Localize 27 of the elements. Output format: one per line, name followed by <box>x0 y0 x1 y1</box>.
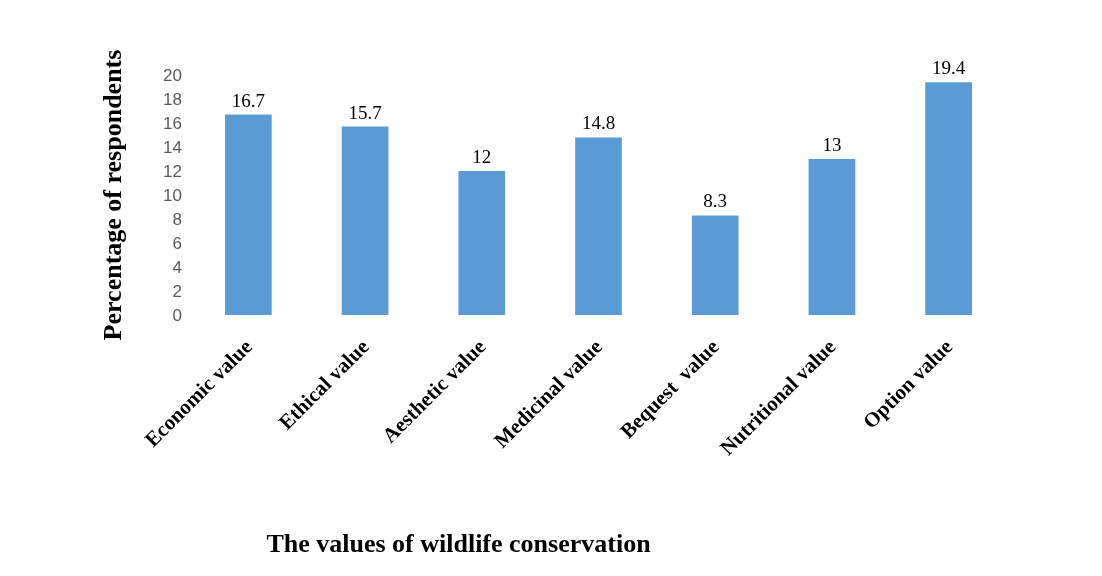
y-tick-label: 6 <box>172 233 182 253</box>
y-tick-label: 12 <box>163 161 182 181</box>
bar <box>925 82 972 315</box>
data-label: 8.3 <box>703 190 728 212</box>
y-axis-title: Percentage of respondents <box>97 49 127 341</box>
y-tick-label: 14 <box>163 137 182 157</box>
bar <box>691 215 739 315</box>
y-tick-label: 20 <box>163 65 182 85</box>
bar <box>808 159 856 315</box>
bar <box>341 126 389 315</box>
y-tick-label: 0 <box>172 305 182 325</box>
bar <box>575 137 622 315</box>
bar <box>225 114 272 315</box>
y-tick-label: 8 <box>172 209 182 229</box>
data-label: 12 <box>472 146 492 167</box>
data-label: 15.7 <box>348 101 382 123</box>
bar <box>458 171 506 315</box>
y-tick-label: 10 <box>163 185 182 205</box>
y-tick-label: 16 <box>163 113 182 133</box>
y-tick-label: 18 <box>163 89 182 109</box>
y-tick-label: 2 <box>172 281 182 301</box>
data-label: 16.7 <box>231 89 265 111</box>
x-axis-title: The values of wildlife conservation <box>266 528 652 558</box>
data-label: 13 <box>822 134 842 155</box>
data-label: 19.4 <box>932 57 966 79</box>
y-tick-label: 4 <box>172 257 182 277</box>
data-label: 14.8 <box>581 112 616 134</box>
